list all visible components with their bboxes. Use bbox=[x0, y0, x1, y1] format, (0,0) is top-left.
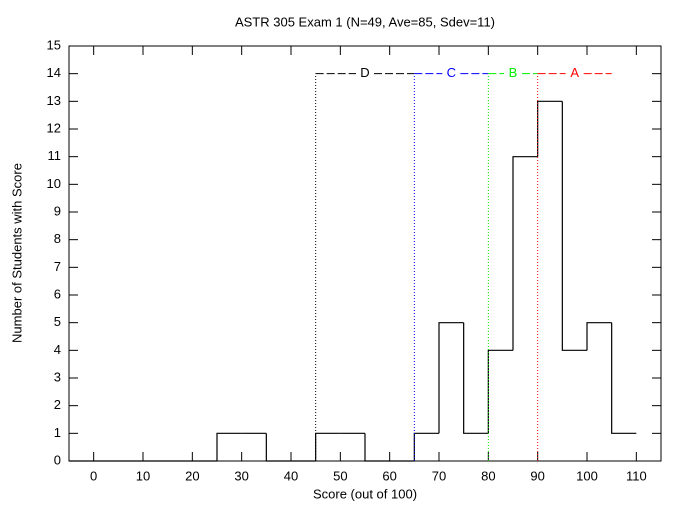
histogram-bin bbox=[265, 433, 291, 462]
histogram-bin bbox=[216, 432, 242, 461]
histogram-bin bbox=[586, 322, 612, 351]
x-tick-label: 90 bbox=[530, 468, 544, 483]
x-tick-label: 110 bbox=[626, 468, 647, 483]
histogram-bin bbox=[438, 322, 464, 434]
y-tick-label: 2 bbox=[54, 397, 61, 412]
grade-label: B bbox=[509, 65, 518, 80]
x-axis-label: Score (out of 100) bbox=[313, 486, 417, 501]
y-tick-label: 6 bbox=[54, 286, 61, 301]
histogram-bin bbox=[487, 349, 513, 434]
y-tick-label: 3 bbox=[54, 369, 61, 384]
x-tick-label: 80 bbox=[481, 468, 495, 483]
y-tick-label: 8 bbox=[54, 231, 61, 246]
grade-label: D bbox=[360, 65, 369, 80]
y-tick-label: 14 bbox=[47, 65, 61, 80]
y-axis-label: Number of Students with Score bbox=[9, 163, 24, 343]
grade-label: A bbox=[570, 65, 579, 80]
grade-label: C bbox=[447, 65, 456, 80]
y-tick-label: 1 bbox=[54, 425, 61, 440]
histogram-bin bbox=[561, 101, 587, 351]
histogram-bin bbox=[537, 100, 563, 157]
y-tick-label: 15 bbox=[47, 37, 61, 52]
x-tick-label: 0 bbox=[90, 468, 97, 483]
y-tick-label: 4 bbox=[54, 342, 61, 357]
histogram-bin bbox=[463, 322, 489, 434]
x-tick-label: 20 bbox=[185, 468, 199, 483]
x-tick-label: 30 bbox=[234, 468, 248, 483]
histogram-bin bbox=[413, 432, 439, 461]
y-tick-label: 12 bbox=[47, 120, 61, 135]
y-tick-label: 7 bbox=[54, 259, 61, 274]
y-tick-label: 5 bbox=[54, 314, 61, 329]
x-tick-label: 40 bbox=[284, 468, 298, 483]
y-tick-label: 10 bbox=[47, 176, 61, 191]
x-tick-label: 60 bbox=[382, 468, 396, 483]
x-tick-label: 10 bbox=[136, 468, 150, 483]
x-tick-label: 100 bbox=[576, 468, 598, 483]
y-tick-label: 0 bbox=[54, 452, 61, 467]
histogram-bin bbox=[512, 156, 538, 351]
plot-frame bbox=[68, 45, 662, 462]
histogram-bin bbox=[364, 433, 390, 462]
chart-title: ASTR 305 Exam 1 (N=49, Ave=85, Sdev=11) bbox=[235, 14, 495, 29]
y-tick-label: 9 bbox=[54, 203, 61, 218]
y-tick-label: 11 bbox=[48, 148, 62, 163]
y-tick-label: 13 bbox=[47, 93, 61, 108]
histogram-bin bbox=[315, 432, 341, 461]
x-tick-label: 50 bbox=[333, 468, 347, 483]
histogram-bin bbox=[611, 322, 637, 434]
x-tick-label: 70 bbox=[432, 468, 446, 483]
